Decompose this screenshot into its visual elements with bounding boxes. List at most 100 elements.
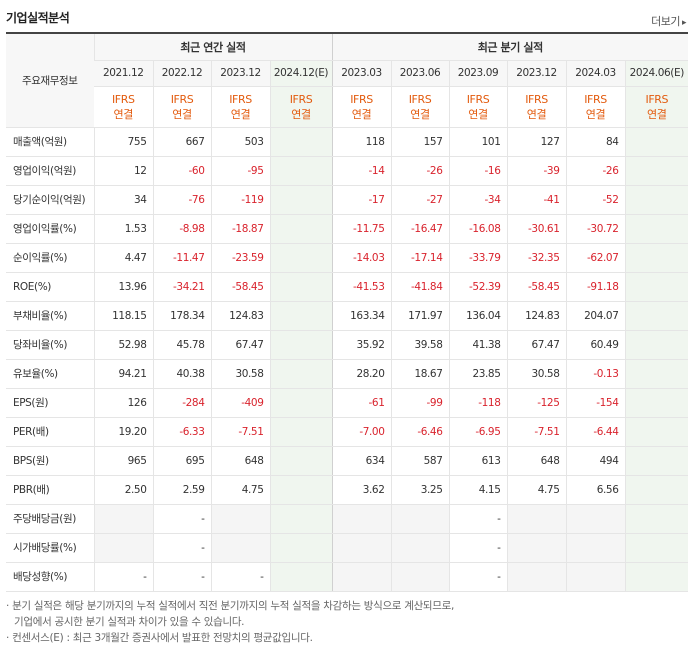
table-cell: [269, 359, 332, 389]
more-link[interactable]: 더보기 ▸: [651, 13, 686, 29]
table-cell: 34: [93, 185, 153, 215]
table-cell: [210, 503, 270, 534]
financial-performance-table: 주요재무정보 최근 연간 실적 최근 분기 실적 2021.12 2022.12 2…: [6, 32, 689, 592]
table-cell: -: [210, 562, 270, 592]
table-cell: -409: [210, 387, 270, 418]
table-cell: [624, 272, 689, 302]
table-cell: -8.98: [152, 213, 211, 244]
table-row: 유보율(%) 94.21 40.38 30.58 28.20 18.67 23.85 30.5…: [6, 359, 689, 389]
table-cell: -62.07: [565, 243, 625, 273]
footnote-1: · 분기 실적은 해당 분기까지의 누적 실적에서 직전 분기까지의 누적 실적…: [6, 600, 455, 612]
ifrs-standard: IFRS: [170, 92, 194, 106]
table-cell: 634: [331, 446, 391, 476]
table-cell: -30.72: [565, 213, 625, 244]
row-label: 시가배당률(%): [6, 533, 94, 563]
table-cell: 30.58: [506, 359, 566, 389]
table-cell: -61: [331, 387, 391, 418]
table-cell: 28.20: [331, 359, 391, 389]
table-cell: 23.85: [448, 359, 507, 389]
table-cell: 13.96: [93, 272, 153, 302]
ifrs-consolidated: 연결: [526, 107, 547, 121]
table-cell: 2.50: [93, 475, 153, 505]
table-cell: -: [152, 533, 211, 563]
table-cell: 39.58: [390, 330, 449, 360]
table-cell: [565, 503, 625, 534]
ifrs-label: IFRS 연결: [624, 86, 689, 128]
more-label[interactable]: 더보기: [651, 15, 680, 28]
row-label: EPS(원): [6, 387, 94, 418]
table-cell: [624, 126, 689, 157]
annual-group-header: 최근 연간 실적: [93, 33, 332, 61]
table-cell: [210, 533, 270, 563]
ifrs-consolidated: 연결: [410, 107, 430, 121]
table-cell: -33.79: [448, 243, 507, 273]
table-cell: 30.58: [210, 359, 270, 389]
table-cell: 12: [93, 156, 153, 186]
table-cell: -30.61: [506, 213, 566, 244]
table-cell: 178.34: [152, 300, 211, 331]
table-cell: [624, 533, 689, 563]
table-cell: [269, 243, 332, 273]
table-cell: -125: [506, 387, 566, 418]
table-cell: 35.92: [331, 330, 391, 360]
table-cell: -: [448, 533, 507, 563]
ifrs-consolidated: 연결: [647, 107, 667, 121]
table-cell: [506, 562, 566, 592]
table-row: 시가배당률(%) - -: [6, 533, 689, 563]
table-cell: [565, 562, 625, 592]
table-cell: 3.62: [331, 475, 391, 505]
table-cell: [565, 533, 625, 563]
table-cell: -6.46: [390, 417, 449, 447]
table-cell: [269, 503, 332, 534]
row-label: 매출액(억원): [6, 126, 94, 157]
table-cell: -17: [331, 185, 391, 215]
table-cell: 613: [448, 446, 507, 476]
table-cell: 40.38: [152, 359, 211, 389]
table-row: 영업이익(억원) 12 -60 -95 -14 -26 -16 -39 -26: [6, 156, 689, 186]
table-cell: -39: [506, 156, 566, 186]
table-row: 매출액(억원) 755 667 503 118 157 101 127 84: [6, 126, 689, 157]
table-cell: 4.75: [210, 475, 270, 505]
table-cell: 67.47: [506, 330, 566, 360]
table-cell: [331, 503, 391, 534]
table-cell: [506, 503, 566, 534]
table-cell: 648: [506, 446, 566, 476]
table-cell: -6.95: [448, 417, 507, 447]
table-cell: [624, 185, 689, 215]
ifrs-standard: IFRS: [350, 92, 373, 106]
table-row: 당좌비율(%) 52.98 45.78 67.47 35.92 39.58 41.38 67.…: [6, 330, 689, 360]
table-cell: -32.35: [506, 243, 566, 273]
table-cell: 101: [448, 126, 507, 157]
table-cell: [624, 156, 689, 186]
table-cell: -26: [390, 156, 449, 186]
row-label: 영업이익률(%): [6, 213, 94, 244]
table-cell: 755: [93, 126, 153, 157]
table-cell: [506, 533, 566, 563]
table-cell: [390, 503, 449, 534]
table-cell: 136.04: [448, 300, 507, 331]
table-cell: -58.45: [210, 272, 270, 302]
table-cell: 18.67: [390, 359, 449, 389]
ifrs-label: IFRS 연결: [448, 86, 507, 128]
table-cell: [331, 533, 391, 563]
table-cell: 60.49: [565, 330, 625, 360]
table-cell: -26: [565, 156, 625, 186]
period-header: 2023.03: [331, 60, 391, 87]
table-cell: [269, 213, 332, 244]
table-row: 당기순이익(억원) 34 -76 -119 -17 -27 -34 -41 -52: [6, 185, 689, 215]
table-cell: 4.75: [506, 475, 566, 505]
section-title: 기업실적분석: [6, 11, 70, 25]
period-header: 2023.12: [506, 60, 566, 87]
table-cell: -27: [390, 185, 449, 215]
table-cell: 127: [506, 126, 566, 157]
row-label: 순이익률(%): [6, 243, 94, 273]
table-cell: [269, 475, 332, 505]
table-cell: -91.18: [565, 272, 625, 302]
table-cell: [624, 387, 689, 418]
table-cell: -11.47: [152, 243, 211, 273]
footnotes: · 분기 실적은 해당 분기까지의 누적 실적에서 직전 분기까지의 누적 실적…: [6, 598, 454, 646]
ifrs-consolidated: 연결: [230, 107, 251, 121]
table-cell: 67.47: [210, 330, 270, 360]
row-label: 부채비율(%): [6, 300, 94, 331]
table-cell: -118: [448, 387, 507, 418]
